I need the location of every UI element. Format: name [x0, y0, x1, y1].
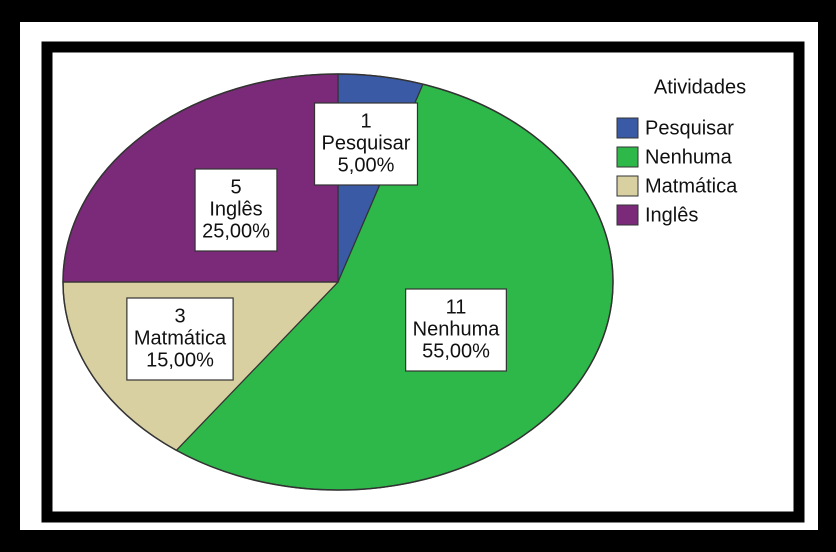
label-text: Inglês: [209, 198, 262, 220]
legend-swatch: [616, 175, 639, 197]
label-text: Matmática: [134, 327, 227, 349]
label-text: 3: [174, 305, 185, 327]
label-box: [194, 168, 278, 252]
label-text: 11: [446, 296, 467, 318]
label-text: 25,00%: [202, 220, 270, 242]
label-box: [405, 288, 507, 372]
legend-swatch: [616, 204, 639, 226]
legend-swatch: [616, 146, 639, 168]
legend-swatch: [616, 117, 639, 139]
label-text: Nenhuma: [413, 318, 501, 340]
legend-label: Matmática: [645, 175, 738, 197]
legend-title: Atividades: [654, 76, 746, 98]
legend-label: Pesquisar: [645, 117, 734, 139]
label-text: Pesquisar: [322, 132, 411, 154]
legend-label: Inglês: [645, 204, 698, 226]
label-text: 55,00%: [422, 340, 490, 362]
label-text: 15,00%: [146, 349, 214, 371]
label-box: [126, 297, 234, 381]
label-text: 5: [230, 176, 241, 198]
label-text: 1: [360, 110, 371, 132]
pie-outline: [62, 73, 614, 491]
label-box: [313, 102, 419, 186]
label-text: 5,00%: [338, 154, 395, 176]
legend-label: Nenhuma: [645, 146, 733, 168]
